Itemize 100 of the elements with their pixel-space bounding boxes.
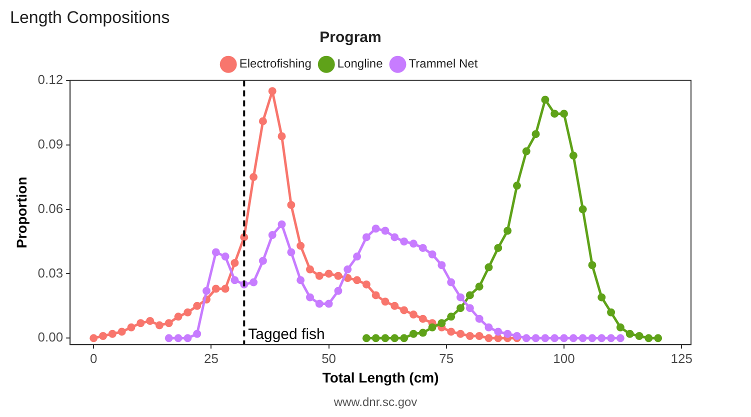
point <box>315 300 324 308</box>
point <box>466 332 474 340</box>
point <box>475 314 484 323</box>
point <box>362 233 370 242</box>
legend-label: Trammel Net <box>408 56 478 71</box>
point <box>372 291 380 300</box>
point <box>362 280 370 288</box>
y-tick-label: 0.09 <box>38 136 64 152</box>
point <box>164 319 173 328</box>
point <box>306 265 314 274</box>
point <box>447 278 456 286</box>
point <box>560 110 568 118</box>
point <box>400 334 408 342</box>
point <box>250 278 258 286</box>
point <box>484 334 493 342</box>
point <box>541 96 550 104</box>
point <box>598 293 606 302</box>
point <box>184 308 192 316</box>
point <box>418 328 427 337</box>
point <box>221 284 230 293</box>
point <box>428 250 436 258</box>
point <box>456 330 465 338</box>
point <box>353 252 362 261</box>
point <box>136 319 145 328</box>
chart-title: Length Compositions <box>10 8 170 27</box>
point <box>409 240 418 248</box>
point <box>494 244 502 252</box>
point <box>418 244 427 252</box>
point <box>381 334 390 342</box>
point <box>598 334 606 342</box>
point <box>381 298 390 306</box>
point <box>654 334 662 342</box>
point <box>522 147 530 156</box>
point <box>390 334 399 342</box>
point <box>258 117 267 126</box>
point <box>258 256 267 265</box>
point <box>400 238 408 246</box>
x-axis-title: Total Length (cm) <box>322 369 439 386</box>
x-tick-label: 125 <box>670 350 692 366</box>
text: www.dnr.sc.gov <box>332 395 418 409</box>
point <box>212 248 220 256</box>
point <box>550 334 559 342</box>
point <box>193 302 202 310</box>
point <box>324 300 333 308</box>
point <box>504 226 512 235</box>
point <box>164 334 173 342</box>
point <box>155 321 164 330</box>
point <box>230 258 239 267</box>
point <box>409 310 418 319</box>
point <box>438 319 446 328</box>
point <box>438 261 446 270</box>
point <box>390 302 399 310</box>
y-axis-title: Proportion <box>13 176 30 248</box>
point <box>372 334 380 342</box>
point <box>372 224 380 233</box>
point <box>532 334 540 342</box>
point <box>607 308 616 316</box>
y-tick-label: 0.03 <box>38 265 64 280</box>
point <box>532 130 540 138</box>
point <box>522 334 530 342</box>
y-tick-label: 0.12 <box>38 72 64 87</box>
point <box>466 291 474 300</box>
x-tick-label: 50 <box>322 350 336 366</box>
point <box>306 293 314 302</box>
point <box>230 276 239 284</box>
point <box>447 328 456 336</box>
point <box>202 286 211 295</box>
point <box>334 286 342 295</box>
point <box>550 110 559 118</box>
point <box>475 332 484 340</box>
point <box>418 314 427 323</box>
point <box>569 152 578 160</box>
point <box>381 226 390 235</box>
legend-label: Electrofishing <box>239 56 312 71</box>
legend-label: Longline <box>337 56 384 71</box>
point <box>324 270 333 278</box>
point <box>278 132 286 140</box>
point <box>400 306 408 314</box>
point <box>221 252 230 261</box>
point <box>146 316 154 325</box>
point <box>108 330 116 338</box>
point <box>466 304 474 312</box>
legend-title: Program <box>320 29 382 46</box>
point <box>90 334 98 342</box>
point <box>484 263 493 272</box>
point <box>578 205 587 214</box>
point <box>475 282 484 291</box>
point <box>504 330 512 338</box>
x-tick-label: 75 <box>439 350 454 366</box>
point <box>635 332 644 340</box>
point <box>644 334 653 342</box>
point <box>512 182 521 190</box>
point <box>541 334 550 342</box>
point <box>184 334 192 342</box>
point <box>268 87 276 96</box>
point <box>296 276 305 284</box>
point <box>447 312 456 321</box>
point <box>626 330 634 338</box>
point <box>296 242 305 250</box>
point <box>353 276 362 284</box>
